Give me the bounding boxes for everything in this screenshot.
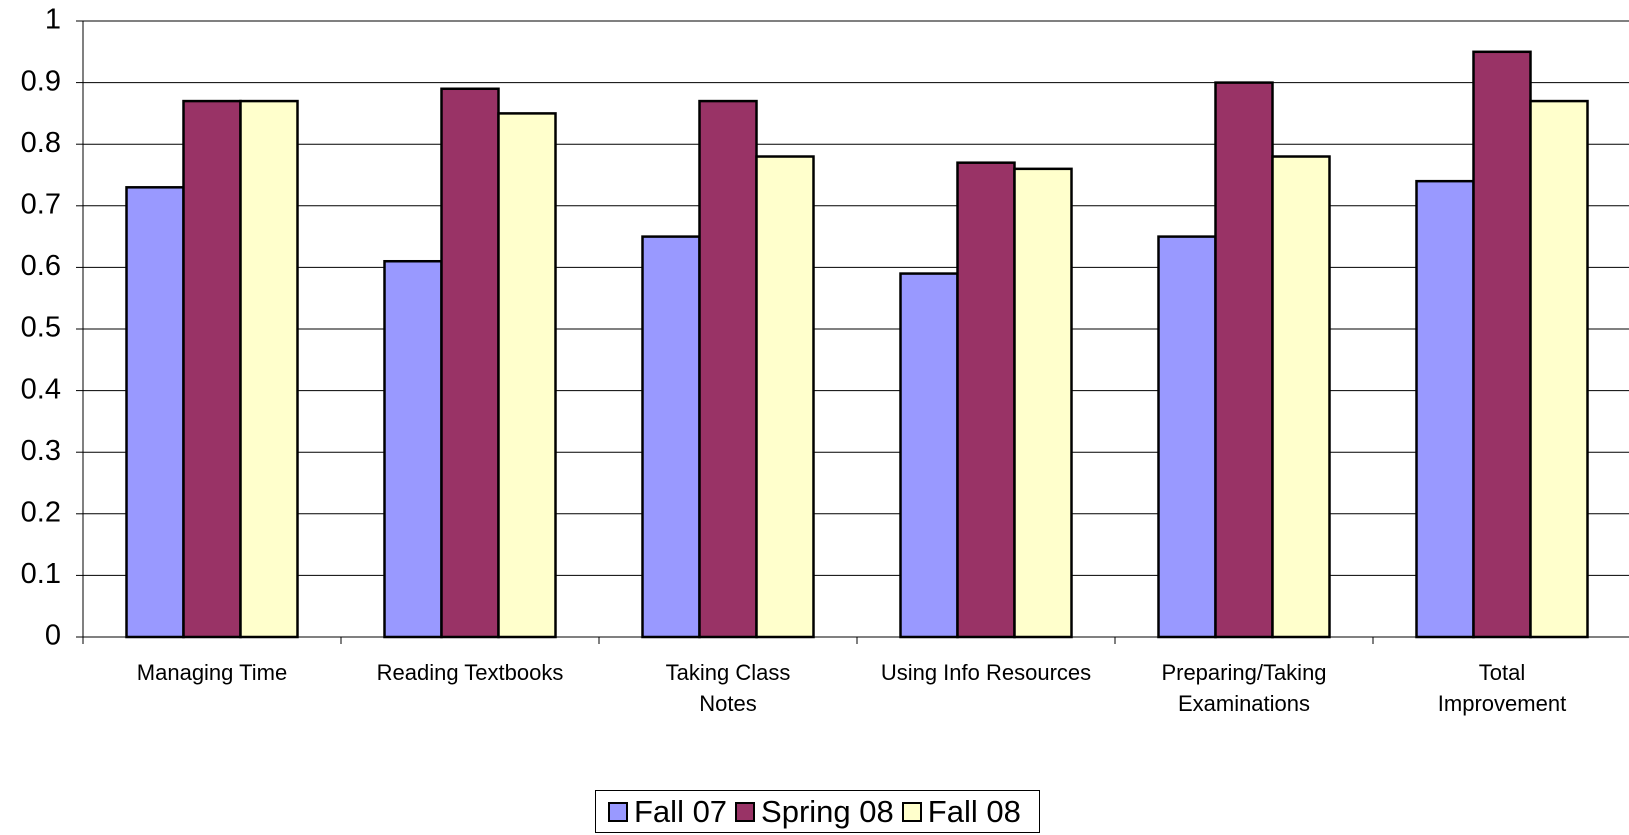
legend-item: Fall 07 (608, 794, 727, 830)
x-tick-label: Preparing/Taking Examinations (1161, 660, 1327, 716)
legend: Fall 07 Spring 08 Fall 08 (595, 790, 1040, 833)
legend-item: Spring 08 (735, 794, 894, 830)
bar (1013, 167, 1073, 639)
y-tick-label: 0.8 (21, 127, 61, 159)
legend-swatch (735, 801, 756, 822)
bar (383, 259, 443, 639)
bar (899, 272, 959, 639)
y-tick-label: 0 (45, 620, 61, 652)
x-tick-label: Using Info Resources (880, 660, 1092, 685)
y-tick-label: 0.2 (21, 496, 61, 528)
bar (1214, 81, 1274, 639)
bar (239, 99, 299, 639)
x-tick-label: Taking Class Notes (665, 660, 791, 716)
bar (1271, 155, 1331, 639)
legend-item: Fall 08 (901, 793, 1021, 830)
bar (1415, 179, 1475, 639)
y-tick-label: 0.9 (21, 65, 61, 97)
y-tick-label: 0.6 (21, 250, 61, 282)
legend-label: Fall 08 (927, 793, 1021, 829)
bar (698, 99, 758, 639)
x-tick-label: Reading Textbooks (376, 660, 564, 685)
bar (956, 161, 1016, 639)
y-tick-label: 0.4 (21, 373, 61, 405)
bar (1529, 99, 1589, 639)
bar (755, 155, 815, 639)
bar (440, 87, 500, 639)
legend-swatch (901, 801, 922, 822)
bar (497, 112, 557, 639)
legend-label: Spring 08 (761, 793, 894, 829)
bar (641, 235, 701, 639)
y-tick-label: 1 (45, 4, 61, 36)
bar (182, 99, 242, 639)
bar (1472, 50, 1532, 639)
y-tick-label: 0.3 (21, 435, 61, 467)
legend-label: Fall 07 (634, 793, 728, 829)
y-tick-label: 0.7 (21, 188, 61, 220)
legend-swatch (608, 801, 628, 822)
y-tick-label: 0.5 (21, 312, 61, 344)
y-tick-label: 0.1 (21, 558, 61, 590)
x-tick-label: Total Improvement (1437, 660, 1567, 716)
bar (1157, 235, 1217, 639)
x-tick-label: Managing Time (136, 660, 288, 685)
bar (125, 186, 185, 639)
